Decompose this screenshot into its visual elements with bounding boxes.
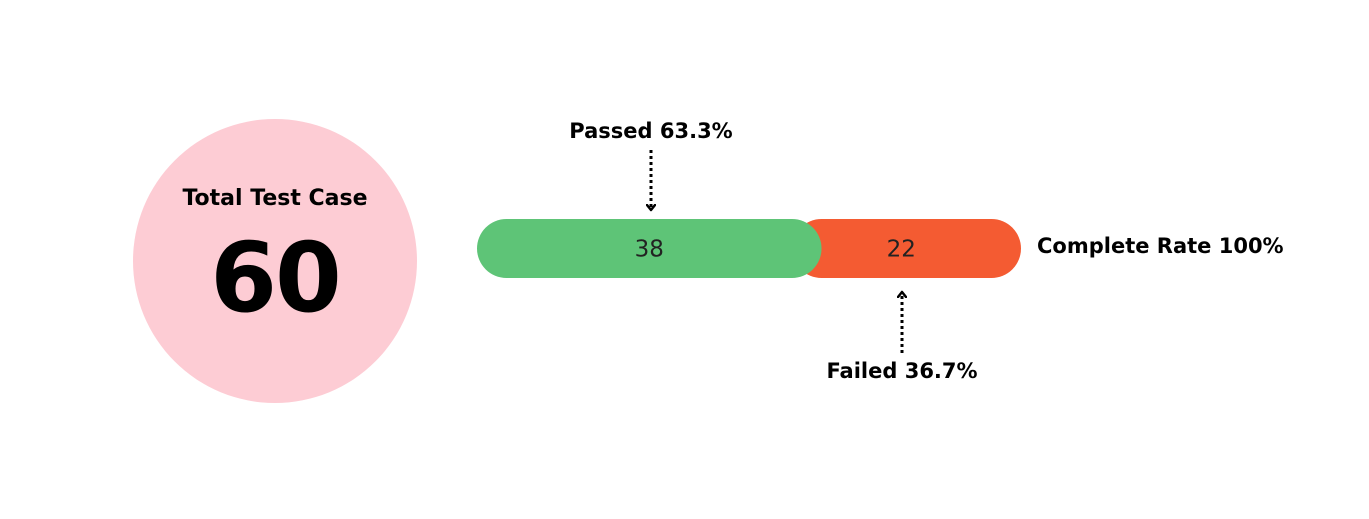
data-label-failed: 22 bbox=[887, 237, 916, 263]
annotation-failed: Failed 36.7% bbox=[826, 359, 977, 383]
annotation-complete-rate: Complete Rate 100% bbox=[1037, 234, 1284, 258]
annotation-passed: Passed 63.3% bbox=[569, 119, 732, 143]
data-label-passed: 38 bbox=[635, 237, 664, 263]
bar-segment-passed bbox=[477, 219, 822, 278]
total-test-case-value: 60 bbox=[210, 222, 342, 334]
total-test-case-circle bbox=[133, 119, 417, 403]
total-test-case-title: Total Test Case bbox=[182, 186, 368, 211]
bar-segment-failed bbox=[792, 219, 1021, 278]
